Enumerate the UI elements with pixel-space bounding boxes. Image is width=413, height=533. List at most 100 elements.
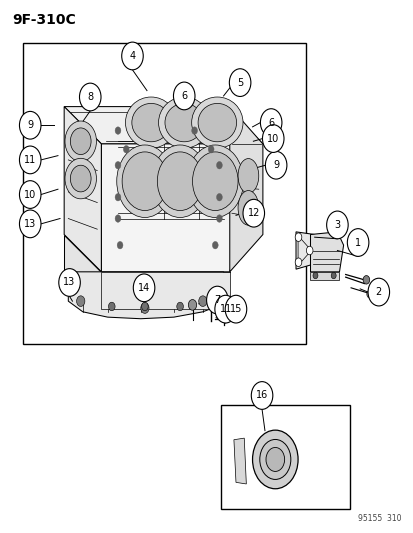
Circle shape <box>122 152 167 211</box>
Circle shape <box>133 274 154 302</box>
Polygon shape <box>310 232 343 272</box>
Circle shape <box>115 127 121 134</box>
Polygon shape <box>64 107 262 144</box>
Ellipse shape <box>237 159 258 193</box>
Circle shape <box>251 382 272 409</box>
Polygon shape <box>68 272 223 319</box>
Text: 11: 11 <box>219 304 231 314</box>
Circle shape <box>214 295 236 323</box>
Text: 9: 9 <box>27 120 33 130</box>
Circle shape <box>70 165 91 192</box>
Ellipse shape <box>197 103 236 142</box>
Circle shape <box>212 241 218 249</box>
Circle shape <box>140 303 149 313</box>
Ellipse shape <box>259 439 290 480</box>
Circle shape <box>116 145 173 217</box>
Circle shape <box>216 215 222 222</box>
Circle shape <box>366 290 372 298</box>
Circle shape <box>65 158 96 199</box>
Circle shape <box>19 181 41 208</box>
Circle shape <box>117 241 123 249</box>
Text: 9F-310C: 9F-310C <box>12 13 76 27</box>
Circle shape <box>192 152 237 211</box>
Circle shape <box>108 302 115 311</box>
Text: 13: 13 <box>24 219 36 229</box>
Text: 11: 11 <box>24 155 36 165</box>
Circle shape <box>208 146 214 153</box>
Circle shape <box>157 152 202 211</box>
Text: 4: 4 <box>129 51 135 61</box>
Circle shape <box>225 295 246 323</box>
Circle shape <box>265 151 286 179</box>
Polygon shape <box>101 144 262 272</box>
Circle shape <box>79 83 101 111</box>
Polygon shape <box>64 235 229 272</box>
Text: 12: 12 <box>247 208 259 218</box>
Circle shape <box>176 302 183 311</box>
Circle shape <box>262 125 283 152</box>
Circle shape <box>242 199 264 227</box>
Bar <box>23 43 306 344</box>
Text: 5: 5 <box>236 78 243 87</box>
Circle shape <box>211 302 218 311</box>
Circle shape <box>65 121 96 161</box>
Text: 8: 8 <box>87 92 93 102</box>
Circle shape <box>19 111 41 139</box>
Circle shape <box>216 193 222 201</box>
Ellipse shape <box>125 97 176 148</box>
Ellipse shape <box>131 103 170 142</box>
Ellipse shape <box>252 430 297 489</box>
Circle shape <box>123 146 129 153</box>
Polygon shape <box>101 272 229 309</box>
Circle shape <box>173 82 195 110</box>
Circle shape <box>76 296 85 306</box>
Circle shape <box>294 233 301 241</box>
Text: 14: 14 <box>138 283 150 293</box>
Text: 7: 7 <box>214 295 220 305</box>
Circle shape <box>187 145 243 217</box>
Circle shape <box>191 127 197 134</box>
Circle shape <box>115 215 121 222</box>
Circle shape <box>141 302 148 311</box>
Circle shape <box>229 69 250 96</box>
Circle shape <box>19 146 41 174</box>
Ellipse shape <box>158 97 209 148</box>
Text: 10: 10 <box>24 190 36 199</box>
Circle shape <box>188 300 196 310</box>
Text: 16: 16 <box>255 391 268 400</box>
Circle shape <box>216 161 222 169</box>
Text: 15: 15 <box>229 304 242 314</box>
Circle shape <box>260 109 281 136</box>
Circle shape <box>198 296 206 306</box>
Circle shape <box>362 276 369 284</box>
Polygon shape <box>310 272 339 280</box>
Circle shape <box>70 128 91 155</box>
Circle shape <box>59 269 80 296</box>
Bar <box>221 405 349 509</box>
Ellipse shape <box>191 97 242 148</box>
Ellipse shape <box>237 191 258 225</box>
Circle shape <box>19 210 41 238</box>
Text: 2: 2 <box>375 287 381 297</box>
Circle shape <box>312 272 317 279</box>
Ellipse shape <box>164 103 203 142</box>
Circle shape <box>326 211 347 239</box>
Text: 95155  310: 95155 310 <box>357 514 401 523</box>
Polygon shape <box>295 232 314 269</box>
Text: 13: 13 <box>63 278 76 287</box>
Text: 9: 9 <box>273 160 278 170</box>
Text: 6: 6 <box>181 91 187 101</box>
Text: 6: 6 <box>268 118 273 127</box>
Circle shape <box>115 193 121 201</box>
Text: 10: 10 <box>266 134 279 143</box>
Ellipse shape <box>266 448 284 471</box>
Circle shape <box>152 145 208 217</box>
Circle shape <box>347 229 368 256</box>
Polygon shape <box>229 107 262 272</box>
Circle shape <box>206 286 228 314</box>
Polygon shape <box>233 438 246 484</box>
Circle shape <box>306 246 312 255</box>
Polygon shape <box>64 107 101 272</box>
Circle shape <box>294 258 301 266</box>
Circle shape <box>115 161 121 169</box>
